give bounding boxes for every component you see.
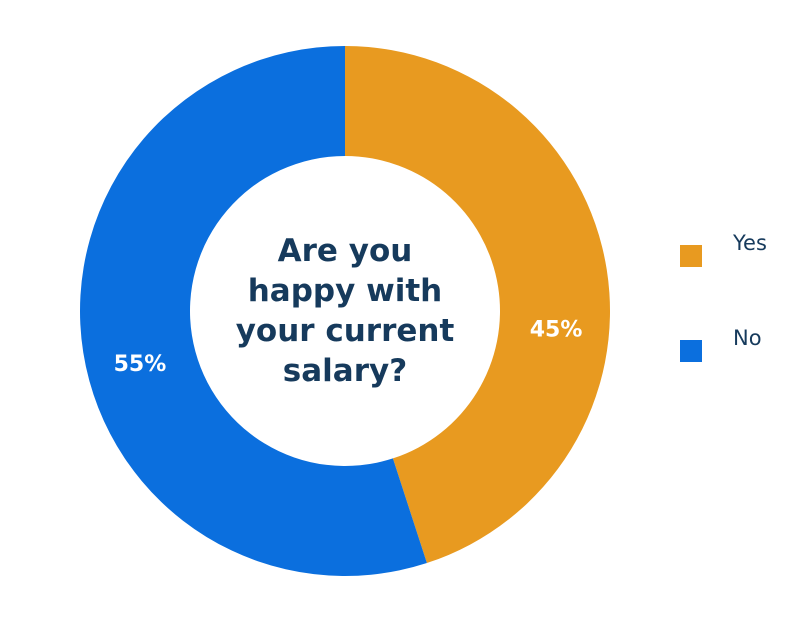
chart-title: Are you happy with your current salary? [235,233,455,389]
legend-swatch [680,340,702,362]
donut-slice [79,46,427,576]
legend-label: No [733,326,762,350]
value-label: 55% [114,352,167,377]
legend-label: Yes [732,231,767,255]
donut-slice [345,46,610,564]
value-label: 45% [530,318,583,343]
legend-swatch [680,245,702,267]
